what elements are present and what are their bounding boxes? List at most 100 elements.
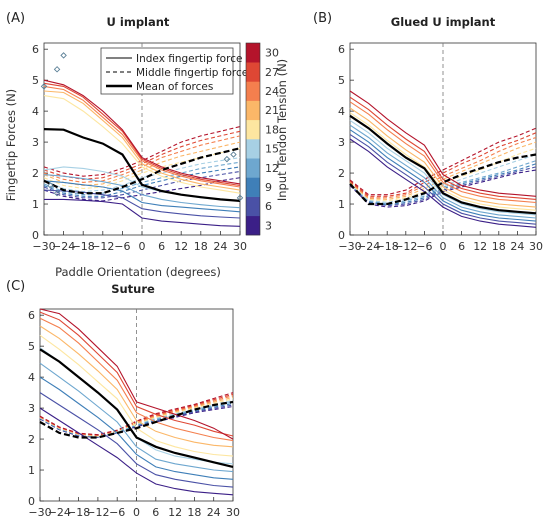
colorbar-tick-label: 18 [265,123,279,136]
y-tick-label: 6 [32,43,39,56]
x-tick-label: −18 [376,240,399,253]
middle-force-line-t30 [349,127,537,196]
colorbar-tick-label: 12 [265,162,279,175]
panel-label-b: (B) [313,11,332,26]
colorbar-swatch [246,215,260,236]
index-force-line-t30 [43,79,241,185]
x-tick-label: 0 [133,506,140,519]
y-tick-label: 4 [28,371,35,384]
index-force-line-t18 [349,112,537,211]
panel-label-a: (A) [6,11,25,26]
middle-force-line-t15 [43,157,241,193]
legend: Index fingertip force Middle fingertip f… [100,47,248,95]
y-tick-label: 0 [28,495,35,508]
mean-index-force-line [349,114,537,215]
y-tick-label: 6 [338,43,345,56]
panel-title-a: U implant [107,15,170,29]
colorbar-swatch [246,177,260,197]
x-tick-label: 18 [492,240,506,253]
outlier-point [47,182,54,189]
x-tick-label: −12 [394,240,417,253]
index-force-line-t6 [349,133,537,225]
x-tick-label: 12 [168,506,182,519]
middle-force-line-t30 [39,392,234,436]
panel-label-c: (C) [6,279,25,294]
x-tick-label: 18 [194,240,208,253]
x-tick-label: −6 [114,240,130,253]
mean-index-force-line [43,128,241,202]
y-axis-label-a: Fingertip Forces (N) [4,89,18,201]
x-tick-label: −24 [48,506,71,519]
index-force-line-t3 [44,198,241,227]
x-tick-label: 6 [158,240,165,253]
y-tick-label: 5 [28,340,35,353]
x-tick-label: 12 [473,240,487,253]
index-force-line-t6 [39,392,234,488]
index-force-line-t9 [39,376,234,480]
index-force-line-t9 [349,129,537,222]
colorbar-swatch [246,158,260,178]
x-tick-label: 18 [187,506,201,519]
index-force-line-t30 [349,90,537,197]
middle-force-line-t12 [43,161,241,196]
outlier-point [223,155,231,163]
x-tick-label: 6 [152,506,159,519]
index-force-line-t15 [349,119,537,216]
colorbar-scale [245,42,261,236]
index-force-line-t30 [39,308,234,440]
outlier-point [40,83,48,90]
colorbar-ticks: 3 6 9 12 15 18 21 24 27 30 [265,47,279,233]
colorbar-tick-label: 24 [265,85,279,98]
middle-force-line-t21 [349,141,537,200]
colorbar-tick-label: 6 [265,200,272,213]
y-tick-label: 2 [32,167,39,180]
x-tick-label: −24 [52,240,75,253]
index-force-line-t9 [43,180,241,213]
colorbar-tick-label: 9 [265,181,272,194]
y-tick-label: 3 [338,136,345,149]
index-force-line-t21 [349,107,537,208]
x-tick-label: 24 [510,240,524,253]
index-force-line-t27 [39,311,234,437]
y-tick-label: 5 [32,74,39,87]
x-tick-label: 0 [440,240,447,253]
y-tick-label: 6 [28,309,35,322]
y-tick-label: 3 [28,402,35,415]
index-force-line-t3 [349,138,537,228]
x-tick-label: 12 [174,240,188,253]
colorbar-swatch [246,100,260,121]
middle-force-line-t24 [43,135,241,183]
x-tick-label: 0 [139,240,146,253]
index-force-line-t24 [43,85,241,188]
y-tick-label: 1 [338,198,345,211]
colorbar-tick-label: 27 [265,66,279,79]
x-tick-label: −18 [67,506,90,519]
index-force-line-t18 [43,95,241,194]
colorbar-tick-label: 15 [265,143,279,156]
x-tick-label: −30 [28,506,51,519]
mean-middle-force-line [39,400,234,439]
colorbar-swatch [246,119,260,140]
x-tick-label: 30 [233,240,247,253]
mean-index-force-line [39,348,234,468]
outlier-point [53,66,61,73]
panel-title-c: Suture [111,282,155,296]
y-tick-label: 4 [32,105,39,118]
mean-middle-force-line [349,153,537,206]
middle-force-line-t30 [43,126,241,177]
x-tick-label: 30 [226,506,240,519]
legend-label-index: Index fingertip force [136,53,242,65]
x-tick-label: 6 [458,240,465,253]
x-tick-label: −30 [338,240,361,253]
y-tick-label: 0 [32,229,39,242]
index-force-line-t21 [43,90,241,191]
colorbar: 3 6 9 12 15 18 21 24 27 30 Input Tendon Tension (… [245,42,289,236]
outlier-point [230,151,237,158]
legend-label-mean: Mean of forces [136,81,213,93]
y-tick-label: 1 [28,464,35,477]
index-force-line-t27 [43,82,241,187]
x-tick-label: −12 [91,240,114,253]
mean-middle-force-line [43,147,241,195]
colorbar-frame [245,42,261,236]
